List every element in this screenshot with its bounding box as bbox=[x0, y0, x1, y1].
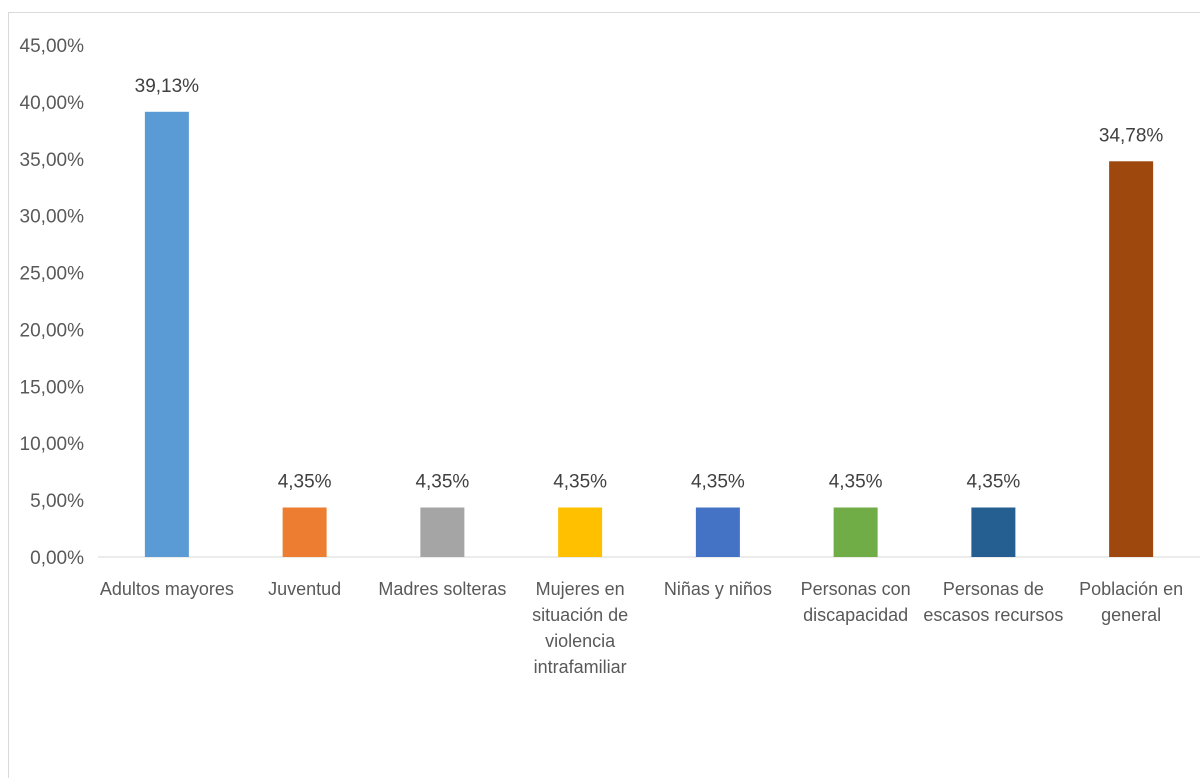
bar bbox=[971, 507, 1016, 557]
data-label: 4,35% bbox=[553, 472, 607, 493]
y-tick-label: 20,00% bbox=[20, 320, 85, 341]
category-label: Personas con discapacidad bbox=[801, 579, 911, 625]
bar bbox=[833, 507, 878, 557]
bar bbox=[144, 111, 189, 558]
y-tick-label: 25,00% bbox=[20, 264, 85, 285]
bar bbox=[695, 507, 740, 557]
category-label: Juventud bbox=[268, 579, 341, 599]
category-label: Personas de escasos recursos bbox=[923, 579, 1063, 625]
y-tick-label: 0,00% bbox=[30, 548, 84, 569]
y-tick-label: 35,00% bbox=[20, 150, 85, 171]
data-label: 4,35% bbox=[966, 472, 1020, 493]
category-label: Madres solteras bbox=[378, 579, 506, 599]
y-tick-label: 45,00% bbox=[20, 36, 85, 57]
bar bbox=[558, 507, 603, 557]
y-tick-label: 40,00% bbox=[20, 93, 85, 114]
category-label: Adultos mayores bbox=[100, 579, 234, 599]
chart-frame bbox=[8, 12, 1200, 778]
data-label: 4,35% bbox=[415, 472, 469, 493]
bar bbox=[420, 507, 465, 557]
data-label: 34,78% bbox=[1099, 125, 1164, 146]
data-label: 39,13% bbox=[135, 76, 200, 97]
bar bbox=[1109, 161, 1154, 557]
data-label: 4,35% bbox=[829, 472, 883, 493]
y-tick-label: 30,00% bbox=[20, 207, 85, 228]
category-label: Mujeres en situación de violencia intrafami… bbox=[532, 579, 628, 677]
category-label: Población en general bbox=[1079, 579, 1183, 625]
category-labels: Adultos mayores Juventud Madres solteras Mu… bbox=[100, 579, 1183, 677]
category-label: Niñas y niños bbox=[664, 579, 772, 599]
y-tick-label: 10,00% bbox=[20, 434, 85, 455]
data-label: 4,35% bbox=[691, 472, 745, 493]
y-tick-label: 15,00% bbox=[20, 377, 85, 398]
data-label: 4,35% bbox=[278, 472, 332, 493]
bars bbox=[144, 111, 1154, 558]
data-labels: 39,13% 4,35% 4,35% 4,35% 4,35% 4,35% 4,35% 34,7… bbox=[135, 76, 1164, 493]
bar bbox=[282, 507, 327, 557]
y-axis: 0,00% 5,00% 10,00% 15,00% 20,00% 25,00% 30,00%… bbox=[20, 36, 85, 569]
y-tick-label: 5,00% bbox=[30, 491, 84, 512]
